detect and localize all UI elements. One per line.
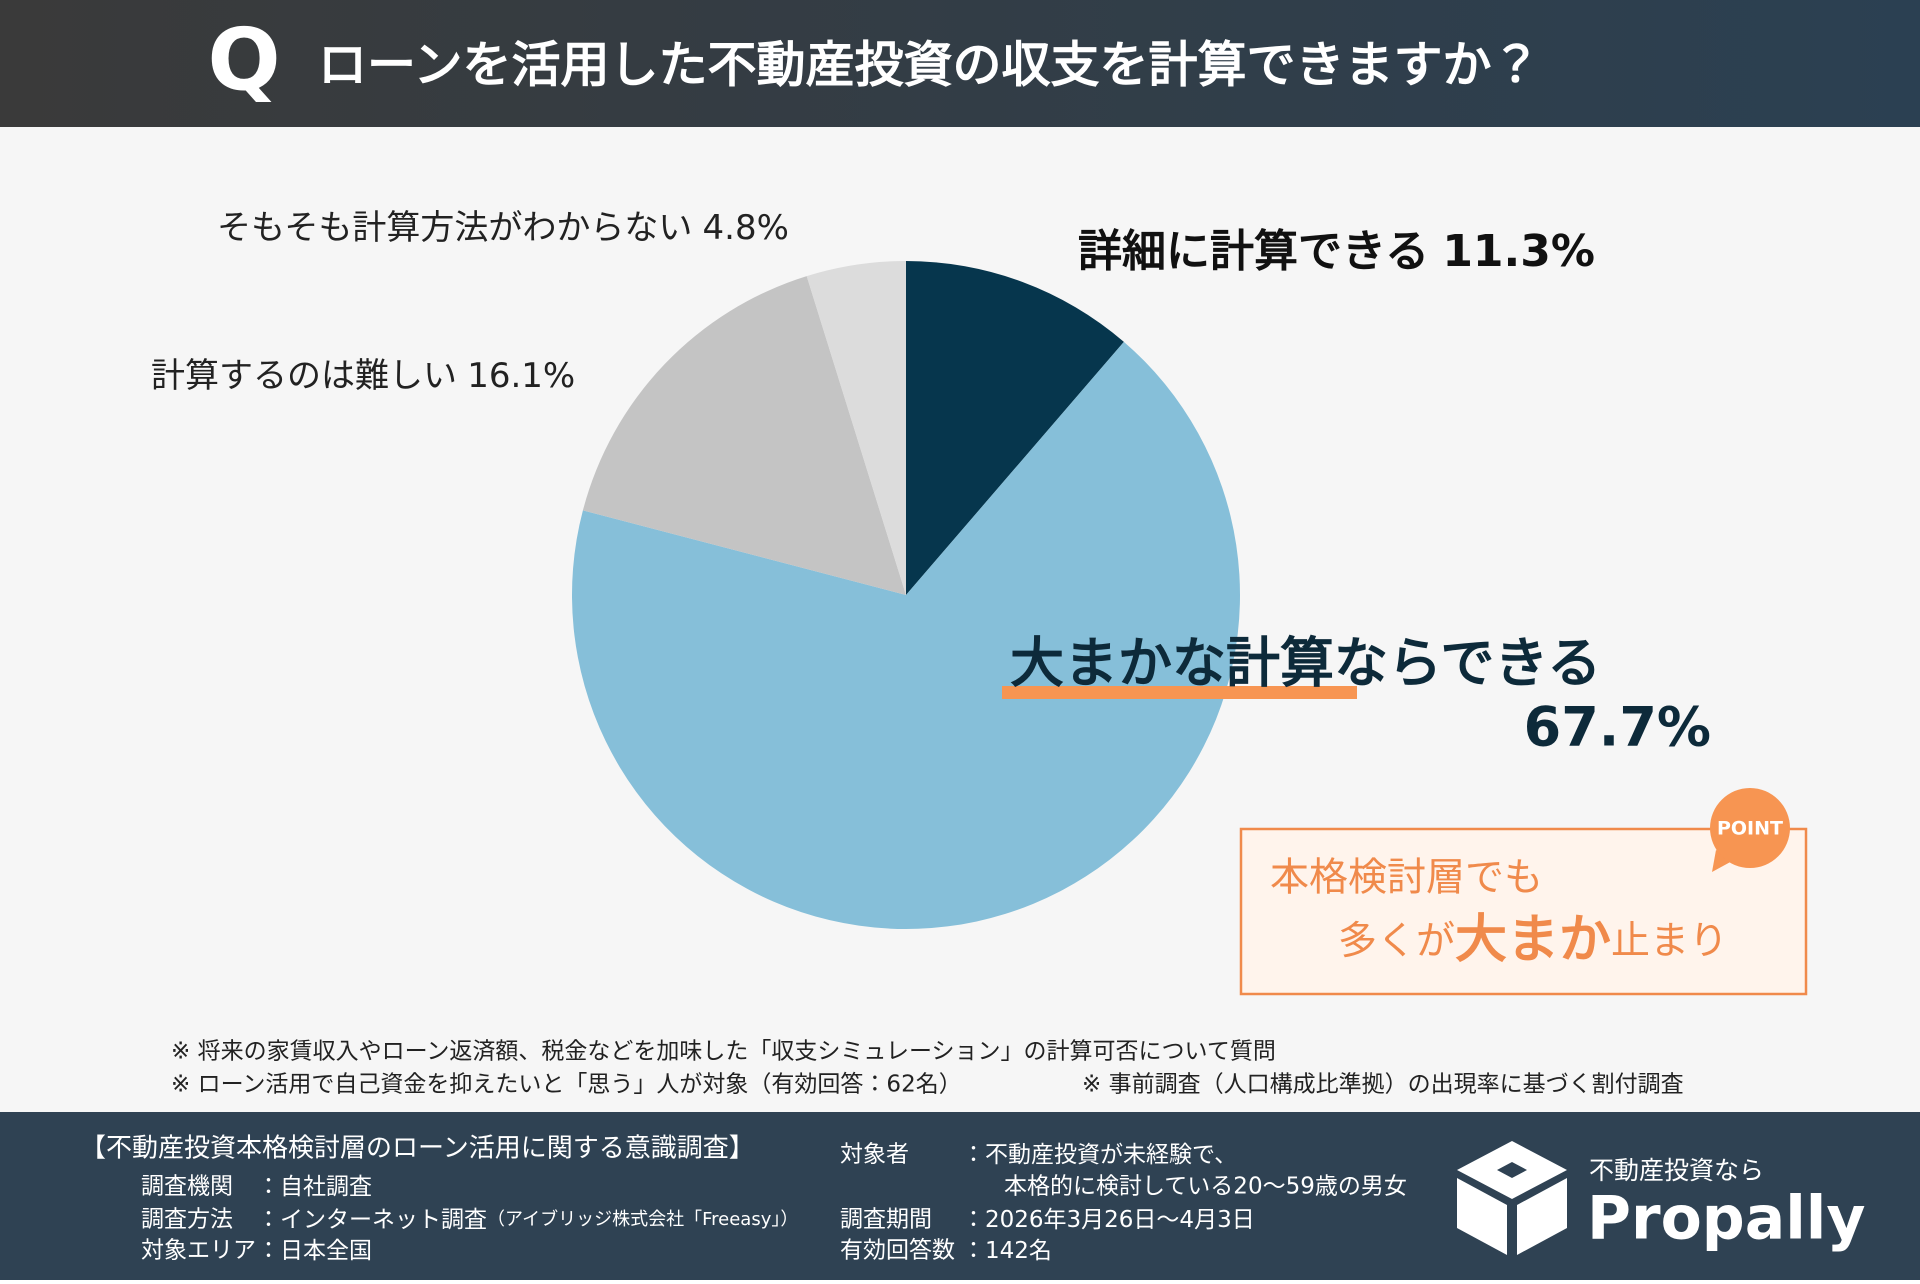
badge-tail [1712,850,1734,872]
survey-label: 有効回答数 [840,1238,955,1264]
slice-label: そもそも計算方法がわからない 4.8% [217,208,789,248]
logo-icon [1457,1141,1567,1255]
pie-slice [571,341,1240,929]
survey-label: 調査機関 [141,1174,233,1200]
survey-value-cont: 本格的に検討している20〜59歳の男女 [1004,1174,1407,1200]
point-badge [1710,788,1790,868]
pie-slice [806,261,906,595]
survey-value-text: ：142名 [962,1238,1052,1264]
logo-name: Propally [1587,1184,1865,1254]
logo-right [1517,1178,1567,1255]
logo-tagline: 不動産投資なら [1589,1156,1764,1185]
point-box [1239,827,1808,996]
note: ※ 将来の家賃収入やローン返済額、税金などを加味した「収支シミュレーション」の計… [171,1039,1276,1065]
note: ※ 事前調査（人口構成比準拠）の出現率に基づく割付調査 [1082,1072,1684,1098]
value-label: 16.1% [467,356,575,396]
survey-value: ：自社調査 [257,1174,372,1200]
slice-label: 計算するのは難しい 16.1% [151,356,575,396]
pie-slice [906,261,1124,595]
survey-label: 対象者 [840,1142,909,1168]
header-bar [0,0,1920,127]
survey-value-text: ：不動産投資が未経験で、 [962,1142,1237,1168]
survey-label: 調査期間 [840,1207,932,1233]
value-label: 4.8% [703,208,789,248]
pie-slice [582,276,906,595]
category-label: 大まかな計算ならできる [1010,632,1601,695]
highlight-underline [1002,686,1357,699]
survey-label: 対象エリア [141,1238,256,1264]
slice-label: 詳細に計算できる 11.3% [1078,226,1595,277]
survey-value-text: ：2026年3月26日〜4月3日 [962,1207,1255,1233]
point-emphasis: 大まか [1455,910,1611,970]
value-label: 11.3% [1442,226,1595,277]
pie-chart [571,261,1240,929]
header-title: ローンを活用した不動産投資の収支を計算できますか？ [318,37,1541,94]
survey-value-text: ：インターネット調査 [257,1207,487,1233]
survey-value-sub: （アイブリッジ株式会社「Freeasy」） [487,1208,798,1230]
category-label: 詳細に計算できる [1078,226,1429,277]
survey-value: ：インターネット調査（アイブリッジ株式会社「Freeasy」） [257,1207,798,1233]
category-label: そもそも計算方法がわからない [217,208,692,248]
note: ※ ローン活用で自己資金を抑えたいと「思う」人が対象（有効回答：62名） [171,1072,962,1098]
survey-value: ：不動産投資が未経験で、 [962,1142,1237,1168]
survey-value: ：2026年3月26日〜4月3日 [962,1207,1255,1233]
header-mark: Q [207,10,280,110]
point-text: 多くが [1338,919,1455,964]
survey-label: 調査方法 [141,1207,233,1233]
survey-value-text: ：自社調査 [257,1174,372,1200]
survey-value: ：日本全国 [257,1238,372,1264]
logo-hole [1497,1162,1527,1178]
point-line1: 本格検討層でも [1270,856,1543,901]
category-label: 計算するのは難しい [151,356,457,396]
logo-left [1457,1178,1507,1255]
survey-title: 【不動産投資本格検討層のローン活用に関する意識調査】 [80,1134,755,1164]
point-badge-text: POINT [1717,818,1783,840]
footer-bar [0,1112,1920,1280]
survey-value: ：142名 [962,1238,1052,1264]
point-line2: 多くが大まか止まり [1338,910,1728,970]
survey-value-text: ：日本全国 [257,1238,372,1264]
value-label: 67.7% [1524,696,1711,759]
point-text: 止まり [1611,919,1728,964]
